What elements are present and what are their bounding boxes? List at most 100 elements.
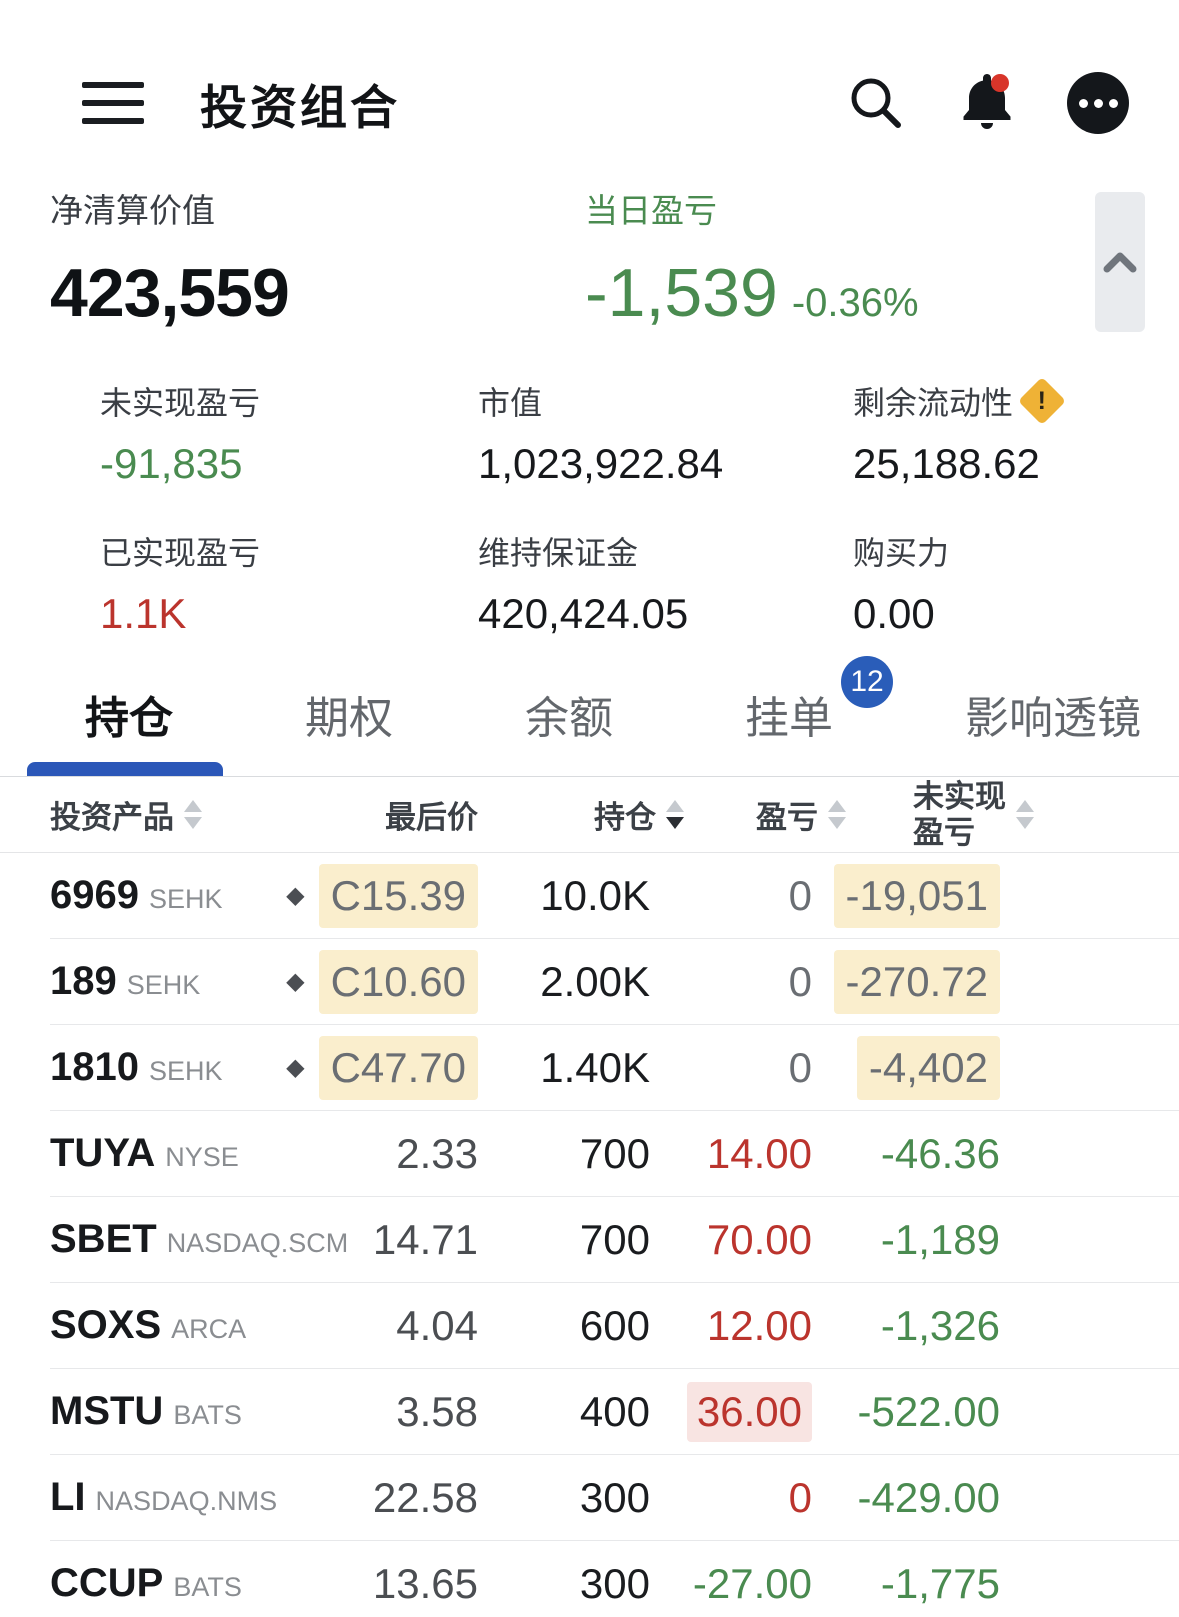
pnl-value: 12.00 [706,1301,812,1349]
column-header-last-price[interactable]: 最后价 [385,800,478,835]
stat-realized-pnl: 已实现盈亏 1.1K [100,535,261,637]
unrealized-pnl-value: -1,189 [880,1215,1000,1263]
net-liq-value: 423,559 [50,255,290,331]
stat-market-value: 市值 1,023,922.84 [478,385,724,487]
exchange: SEHK [148,884,223,914]
pnl-value: -27.00 [692,1559,812,1607]
symbol: 6969 [50,873,139,917]
table-row[interactable]: 6969 SEHK ◆ C15.39 10.0K 0 -19,051 [50,853,1179,939]
top-bar: 投资组合 [0,0,1179,140]
column-header-unrealized-pnl[interactable]: 未实现 盈亏 [812,779,1034,850]
unrealized-pnl-value: -429.00 [857,1473,1000,1521]
position-size: 700 [579,1215,650,1263]
chevron-up-icon [1103,252,1137,273]
tab-options[interactable]: 期权 [305,694,393,743]
exchange: SEHK [126,970,201,1000]
menu-icon[interactable] [82,82,144,124]
position-size: 400 [579,1387,650,1435]
unrealized-pnl-value: -19,051 [833,863,1000,928]
symbol: SOXS [50,1303,162,1347]
net-liq-label: 净清算价值 [50,192,215,229]
unrealized-pnl-value: -522.00 [857,1387,1000,1435]
exchange: NASDAQ.NMS [95,1486,278,1516]
sort-icon [184,800,202,829]
pnl-value: 14.00 [706,1129,812,1177]
pnl-value: 0 [788,1043,812,1091]
column-header-pnl[interactable]: 盈亏 [650,792,846,837]
position-size: 10.0K [540,871,650,919]
tab-orders[interactable]: 挂单 12 [745,656,893,776]
symbol: TUYA [50,1131,156,1175]
pnl-value: 0 [788,871,812,919]
search-icon[interactable] [845,72,907,134]
table-row[interactable]: CCUP BATS 13.65 300 -27.00 -1,775 [50,1541,1179,1617]
position-size: 2.00K [540,957,650,1005]
exchange: ARCA [171,1314,247,1344]
stat-excess-liquidity: 剩余流动性 ! 25,188.62 [853,376,1179,488]
halted-icon: ◆ [286,882,305,909]
account-summary: 净清算价值 423,559 当日盈亏 -1,539 -0.36% 未实现盈亏 -… [0,140,1179,638]
tab-impact-lens[interactable]: 影响透镜 [965,694,1141,743]
last-price: C47.70 [318,1035,478,1100]
last-price: 4.04 [396,1301,478,1349]
table-row[interactable]: MSTU BATS 3.58 400 36.00 -522.00 [50,1369,1179,1455]
last-price: C15.39 [318,863,478,928]
bell-icon[interactable] [955,70,1019,136]
last-price: 14.71 [372,1215,478,1263]
symbol: CCUP [50,1561,164,1605]
pnl-value: 36.00 [686,1381,812,1442]
warning-icon[interactable]: ! [1017,376,1067,426]
pnl-value: 0 [788,957,812,1005]
last-price: 22.58 [372,1473,478,1521]
pnl-value: 0 [788,1473,812,1521]
exchange: NASDAQ.SCM [166,1228,349,1258]
column-header-position[interactable]: 持仓 [478,792,684,837]
position-size: 300 [579,1559,650,1607]
exchange: NYSE [165,1142,239,1172]
stats-grid: 未实现盈亏 -91,835 市值 1,023,922.84 剩余流动性 ! 25… [50,376,1179,638]
table-row[interactable]: 189 SEHK ◆ C10.60 2.00K 0 -270.72 [50,939,1179,1025]
unrealized-pnl-value: -1,775 [880,1559,1000,1607]
tab-balances[interactable]: 余额 [525,694,613,743]
symbol: 189 [50,959,117,1003]
more-options-icon[interactable] [1067,72,1129,134]
column-header-product[interactable]: 投资产品 [50,792,300,837]
unrealized-pnl-value: -270.72 [833,949,1000,1014]
stat-maintenance-margin: 维持保证金 420,424.05 [478,535,689,637]
orders-count-badge: 12 [841,656,893,708]
positions-table-header: 投资产品 最后价 持仓 盈亏 未实现 盈亏 [0,777,1179,853]
halted-icon: ◆ [286,968,305,995]
last-price: 3.58 [396,1387,478,1435]
table-row[interactable]: SBET NASDAQ.SCM 14.71 700 70.00 -1,189 [50,1197,1179,1283]
last-price: 2.33 [396,1129,478,1177]
stat-unrealized-pnl: 未实现盈亏 -91,835 [100,385,261,487]
unrealized-pnl-value: -1,326 [880,1301,1000,1349]
page-title: 投资组合 [200,80,400,134]
pnl-value: 70.00 [706,1215,812,1263]
table-row[interactable]: 1810 SEHK ◆ C47.70 1.40K 0 -4,402 [50,1025,1179,1111]
section-tabs: 持仓 期权 余额 挂单 12 影响透镜 [0,656,1179,777]
last-price: C10.60 [318,949,478,1014]
daily-pnl-label: 当日盈亏 [585,192,717,229]
table-row[interactable]: SOXS ARCA 4.04 600 12.00 -1,326 [50,1283,1179,1369]
last-price: 13.65 [372,1559,478,1607]
tab-positions[interactable]: 持仓 [85,694,173,743]
position-size: 1.40K [540,1043,650,1091]
symbol: MSTU [50,1389,164,1433]
exchange: SEHK [148,1056,223,1086]
position-size: 300 [579,1473,650,1521]
table-row[interactable]: LI NASDAQ.NMS 22.58 300 0 -429.00 [50,1455,1179,1541]
active-tab-indicator [27,762,223,776]
positions-table-body: 6969 SEHK ◆ C15.39 10.0K 0 -19,051 189 SEHK… [0,853,1179,1617]
symbol: LI [50,1475,86,1519]
halted-icon: ◆ [286,1054,305,1081]
sort-icon [666,800,684,829]
collapse-summary-button[interactable] [1095,192,1145,332]
table-row[interactable]: TUYA NYSE 2.33 700 14.00 -46.36 [50,1111,1179,1197]
stat-buying-power: 购买力 0.00 [853,535,950,637]
symbol: 1810 [50,1045,139,1089]
exchange: BATS [173,1572,242,1602]
symbol: SBET [50,1217,157,1261]
unrealized-pnl-value: -4,402 [856,1035,1000,1100]
